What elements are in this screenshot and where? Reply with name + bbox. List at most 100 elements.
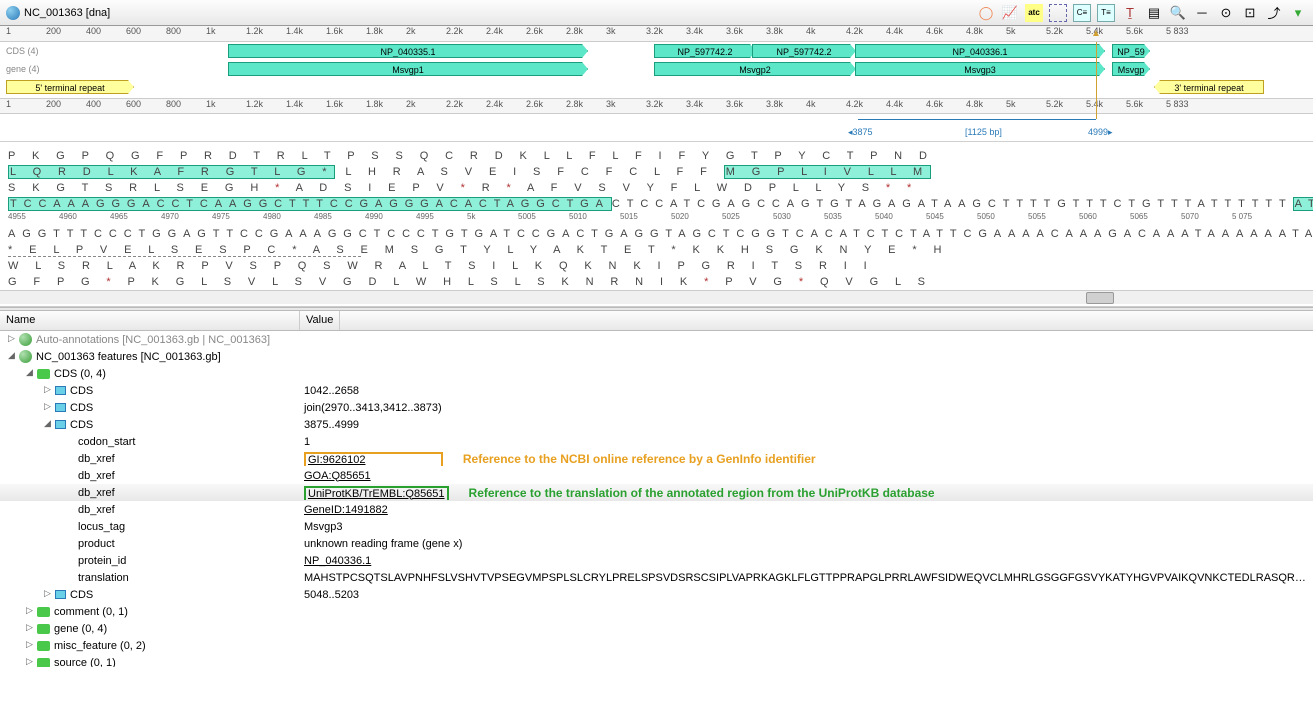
twisty-icon[interactable] [42,385,53,396]
track-label-gene: gene (4) [6,64,40,74]
twisty-icon[interactable] [42,589,53,600]
twisty-icon[interactable] [24,623,35,634]
globe-icon [19,333,32,346]
col-name-header[interactable]: Name [0,311,300,330]
prop-db-xref-geneid[interactable]: db_xref GeneID:1491882 [0,501,1313,518]
twisty-icon[interactable] [6,351,17,362]
range-end: 4999▸ [1088,127,1113,138]
col-value-header[interactable]: Value [300,311,340,330]
aa-frame-2: L Q R D L K A F R G T L G * L H R A S V … [0,164,1313,180]
scrollbar-thumb[interactable] [1086,292,1114,304]
feature-group-icon [37,641,50,651]
cursor-line [1096,42,1097,119]
cds-icon [55,403,66,412]
node-source[interactable]: source (0, 1) [0,654,1313,667]
track-label-cds: CDS (4) [6,46,39,56]
prop-db-xref-goa[interactable]: db_xref GOA:Q85651 [0,467,1313,484]
twisty-icon[interactable] [6,334,17,345]
export-icon[interactable]: ⤴ [1265,4,1283,22]
twisty-icon[interactable] [42,402,53,413]
aa-frame-3: S K G T S R L S E G H * A D S I E P V * … [0,180,1313,196]
sequence-ruler: 4955496049654970497549804985499049955k50… [0,212,1313,226]
annotation-green: Reference to the translation of the anno… [469,486,935,500]
file-tab[interactable]: NC_001363 [dna] [6,6,110,20]
node-cds-group[interactable]: CDS (0, 4) [0,365,1313,382]
node-cds-4[interactable]: CDS 5048..5203 [0,586,1313,603]
node-cds-3[interactable]: CDS 3875..4999 [0,416,1313,433]
prop-product[interactable]: product unknown reading frame (gene x) [0,535,1313,552]
sequence-view[interactable]: P K G P Q G F P R D T R L T P S S Q C R … [0,142,1313,307]
feature-gene-2[interactable]: Msvgp2 [654,62,856,76]
prop-db-xref-uniprot[interactable]: db_xref UniProtKB/TrEMBL:Q85651Reference… [0,484,1313,501]
node-cds-2[interactable]: CDS join(2970..3413,3412..3873) [0,399,1313,416]
cse-icon[interactable]: C≡ [1073,4,1091,22]
aa-frame-5: W L S R L A K R P V S P Q S W R A L T S … [0,258,1313,274]
prop-locus-tag[interactable]: locus_tag Msvgp3 [0,518,1313,535]
link-goa[interactable]: GOA:Q85651 [304,470,371,482]
ts-icon[interactable]: T≡ [1097,4,1115,22]
feature-group-icon [37,624,50,634]
prop-codon-start[interactable]: codon_start 1 [0,433,1313,450]
graph-icon[interactable]: 📈 [1001,4,1019,22]
aa-frame-6: G F P G * P K G L S V L S V G D L W H L … [0,274,1313,290]
text-icon[interactable]: Ṯ [1121,4,1139,22]
link-uniprot[interactable]: UniProtKB/TrEMBL:Q85651 [308,488,445,500]
twisty-icon[interactable] [42,419,53,430]
feature-5prime-repeat[interactable]: 5' terminal repeat [6,80,134,94]
prop-translation[interactable]: translation MAHSTPCSQTSLAVPNHFSLVSHVTVPS… [0,569,1313,586]
feature-gene-4[interactable]: Msvgp [1112,62,1150,76]
twisty-icon[interactable] [24,368,35,379]
sequence-scrollbar[interactable] [0,290,1313,304]
circle-icon[interactable]: ◯ [977,4,995,22]
feature-cds-2[interactable]: NP_597742.2 [654,44,756,58]
prop-protein-id[interactable]: protein_id NP_040336.1 [0,552,1313,569]
node-auto-annotations[interactable]: Auto-annotations [NC_001363.gb | NC_0013… [0,331,1313,348]
node-gene[interactable]: gene (0, 4) [0,620,1313,637]
zoom-fit-icon[interactable]: ⊙ [1217,4,1235,22]
annotations-tree[interactable]: Auto-annotations [NC_001363.gb | NC_0013… [0,331,1313,667]
twisty-icon[interactable] [24,657,35,667]
feature-gene-3[interactable]: Msvgp3 [855,62,1105,76]
feature-cds-3[interactable]: NP_597742.2 [752,44,856,58]
link-geneid[interactable]: GeneID:1491882 [304,504,388,516]
toolbar-actions: ◯ 📈 atc C≡ T≡ Ṯ ▤ 🔍 － ⊙ ⊡ ⤴ ▾ [977,4,1307,22]
select-icon[interactable] [1049,4,1067,22]
genome-ruler-top: 12004006008001k1.2k1.4k1.6k1.8k2k2.2k2.4… [0,26,1313,42]
twisty-icon[interactable] [24,640,35,651]
cursor-marker-icon: ▲ [1091,28,1101,39]
link-gi[interactable]: GI:9626102 [308,454,366,466]
cds-icon [55,590,66,599]
aa-frame-1: P K G P Q G F P R D T R L T P S S Q C R … [0,148,1313,164]
node-features-root[interactable]: NC_001363 features [NC_001363.gb] [0,348,1313,365]
feature-cds-5[interactable]: NP_59 [1112,44,1150,58]
zoom-out-icon[interactable]: － [1193,4,1211,22]
feature-3prime-repeat[interactable]: 3' terminal repeat [1154,80,1264,94]
node-misc-feature[interactable]: misc_feature (0, 2) [0,637,1313,654]
link-protein-id[interactable]: NP_040336.1 [304,555,371,567]
feature-group-icon [37,369,50,379]
editor-toolbar: NC_001363 [dna] ◯ 📈 atc C≡ T≡ Ṯ ▤ 🔍 － ⊙ … [0,0,1313,26]
dropdown-icon[interactable]: ▾ [1289,4,1307,22]
annotations-header: Name Value [0,311,1313,331]
genome-ruler-bottom: 12004006008001k1.2k1.4k1.6k1.8k2k2.2k2.4… [0,98,1313,114]
range-span: [1125 bp] [965,127,1002,137]
node-comment[interactable]: comment (0, 1) [0,603,1313,620]
zoom-sel-icon[interactable]: ⊡ [1241,4,1259,22]
twisty-icon[interactable] [24,606,35,617]
globe-icon [19,350,32,363]
atc-icon[interactable]: atc [1025,4,1043,22]
range-start: ◂3875 [848,127,873,138]
node-cds-1[interactable]: CDS 1042..2658 [0,382,1313,399]
prop-db-xref-gi[interactable]: db_xref GI:9626102 Reference to the NCBI… [0,450,1313,467]
list-icon[interactable]: ▤ [1145,4,1163,22]
tab-title: NC_001363 [dna] [24,7,110,19]
dna-reverse: AGGTTTCCCTGGAGTTCCGAAAGGCTCCCTGTGATCCGAC… [0,226,1313,242]
feature-cds-1[interactable]: NP_040335.1 [228,44,588,58]
dna-forward: TCCAAAGGGACCTCAAGGCTTTCCGAGGGACACTAGGCTG… [0,196,1313,212]
feature-gene-1[interactable]: Msvgp1 [228,62,588,76]
feature-cds-4[interactable]: NP_040336.1 [855,44,1105,58]
cds-icon [55,420,66,429]
zoom-in-icon[interactable]: 🔍 [1169,4,1187,22]
annotation-orange: Reference to the NCBI online reference b… [463,452,816,466]
feature-tracks[interactable]: CDS (4) gene (4) NP_040335.1 NP_597742.2… [0,42,1313,142]
